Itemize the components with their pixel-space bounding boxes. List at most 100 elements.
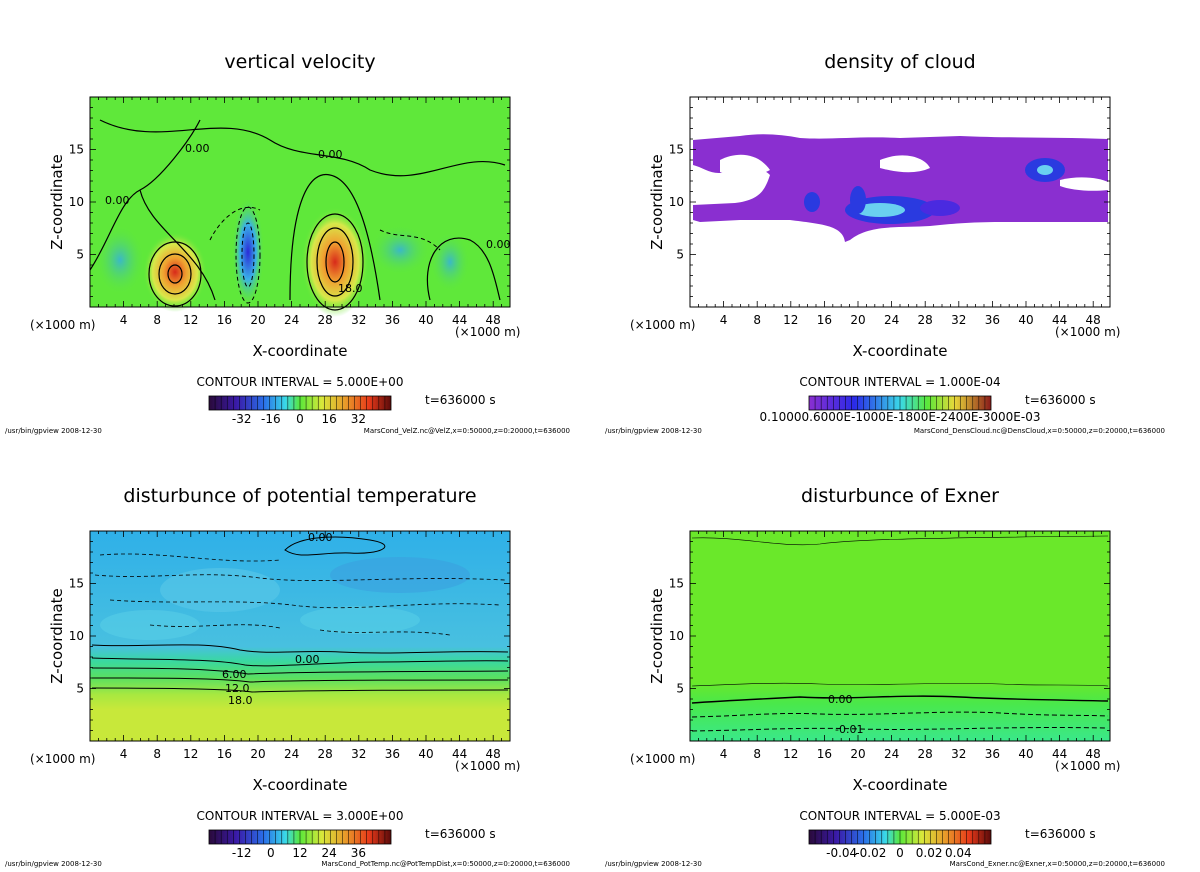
contour-label: 0.00 — [486, 238, 511, 251]
contour-interval-label: CONTOUR INTERVAL = 1.000E-04 — [799, 375, 1000, 389]
contour-interval-label: CONTOUR INTERVAL = 3.000E+00 — [197, 809, 404, 823]
x-tick-label: 48 — [1086, 747, 1101, 761]
y-axis-title: Z-coordinate — [648, 588, 666, 683]
footer-right: MarsCond_PotTemp.nc@PotTempDist,x=0:5000… — [321, 860, 570, 868]
x-tick-label: 40 — [418, 747, 433, 761]
y-tick-label: 15 — [69, 577, 84, 591]
panel-density-of-cloud: density of cloud 4 8 12 16 20 24 28 32 36 40 44 48 … — [605, 51, 1165, 435]
x-tick-label: 40 — [1018, 313, 1033, 327]
colorbar-tick-label: 36 — [351, 846, 366, 860]
colorbar-tick-label: 0 — [896, 846, 904, 860]
colorbar-tick-label: 16 — [322, 412, 337, 426]
panel-exner: disturbunce of Exner 0.00 -0.01 4 8 12 16 20… — [605, 485, 1165, 868]
x-tick-label: 20 — [250, 747, 265, 761]
panel-vertical-velocity: vertical velocity — [5, 51, 570, 435]
x-unit-label-right: (×1000 m) — [1055, 759, 1120, 773]
x-tick-label: 36 — [385, 313, 400, 327]
plot-area — [689, 96, 1111, 308]
colorbar-ticks: -0.04-0.02 0 0.02 0.04 — [826, 846, 972, 860]
colorbar-tick-label: -16 — [261, 412, 281, 426]
time-label: t=636000 s — [425, 827, 496, 841]
x-tick-label: 48 — [1086, 313, 1101, 327]
x-tick-label: 20 — [850, 313, 865, 327]
x-tick-label: 8 — [753, 313, 761, 327]
x-tick-label: 20 — [250, 313, 265, 327]
x-tick-label: 12 — [783, 313, 798, 327]
time-label: t=636000 s — [1025, 393, 1096, 407]
y-axis-ticks: 5 10 15 — [69, 107, 510, 297]
x-tick-label: 48 — [486, 313, 501, 327]
x-tick-label: 32 — [351, 747, 366, 761]
contour-label: 0.00 — [185, 142, 210, 155]
contour-interval-label: CONTOUR INTERVAL = 5.000E-03 — [799, 809, 1000, 823]
y-tick-label: 10 — [669, 195, 684, 209]
x-tick-label: 4 — [720, 313, 728, 327]
x-tick-label: 4 — [720, 747, 728, 761]
x-tick-label: 44 — [452, 747, 467, 761]
x-unit-label-right: (×1000 m) — [455, 759, 520, 773]
y-axis-title: Z-coordinate — [48, 588, 66, 683]
x-tick-label: 4 — [120, 747, 128, 761]
x-tick-label: 12 — [183, 313, 198, 327]
contour-interval-label: CONTOUR INTERVAL = 5.000E+00 — [197, 375, 404, 389]
y-axis-ticks: 5 10 15 — [669, 541, 1110, 731]
x-tick-label: 44 — [1052, 747, 1067, 761]
panel-potential-temperature: disturbunce of potential temperature — [5, 485, 570, 868]
colorbar-tick-label: 32 — [351, 412, 366, 426]
colorbar-tick-label: 0 — [296, 412, 304, 426]
x-tick-label: 32 — [351, 313, 366, 327]
y-tick-label: 5 — [676, 682, 684, 696]
x-unit-label-left: (×1000 m) — [630, 318, 695, 332]
x-tick-label: 48 — [486, 747, 501, 761]
contour-label: -0.01 — [835, 723, 863, 736]
colorbar-tick-label: -12 — [232, 846, 252, 860]
chart-title: density of cloud — [824, 51, 976, 73]
chart-title: disturbunce of potential temperature — [123, 485, 476, 507]
contour-label: 0.00 — [828, 693, 853, 706]
colorbar-tick-label: -0.02 — [855, 846, 886, 860]
colorbar-tick-label: -32 — [232, 412, 252, 426]
y-tick-label: 15 — [669, 143, 684, 157]
x-tick-label: 16 — [217, 747, 232, 761]
y-tick-label: 15 — [669, 577, 684, 591]
x-unit-label-right: (×1000 m) — [455, 325, 520, 339]
y-tick-label: 5 — [676, 248, 684, 262]
y-axis-ticks: 5 10 15 — [669, 107, 1110, 297]
contour-label: 12.0 — [225, 682, 250, 695]
x-tick-label: 24 — [884, 313, 899, 327]
x-tick-label: 40 — [418, 313, 433, 327]
x-tick-label: 16 — [217, 313, 232, 327]
footer-left: /usr/bin/gpview 2008-12-30 — [5, 427, 102, 435]
colorbar-tick-label: -0.04 — [826, 846, 857, 860]
x-unit-label-right: (×1000 m) — [1055, 325, 1120, 339]
x-tick-label: 8 — [153, 313, 161, 327]
x-axis-ticks: 4 8 12 16 20 24 28 32 36 40 44 48 — [98, 97, 503, 327]
colorbar-tick-label: 0.10000.6000E-1000E-1800E-2400E-3000E-03 — [760, 410, 1041, 424]
x-tick-label: 8 — [753, 747, 761, 761]
x-axis-title: X-coordinate — [853, 776, 948, 794]
x-axis-ticks: 4 8 12 16 20 24 28 32 36 40 44 48 — [698, 531, 1102, 761]
x-axis-title: X-coordinate — [253, 776, 348, 794]
x-tick-label: 28 — [918, 747, 933, 761]
x-tick-label: 8 — [153, 747, 161, 761]
x-tick-label: 32 — [951, 313, 966, 327]
footer-left: /usr/bin/gpview 2008-12-30 — [605, 860, 702, 868]
colorbar-ticks: -12 0 12 24 36 — [232, 846, 366, 860]
plot-area: 0.00 0.00 0.00 0.00 18.0 — [89, 96, 511, 317]
x-tick-label: 24 — [284, 313, 299, 327]
x-unit-label-left: (×1000 m) — [630, 752, 695, 766]
plot-area: 0.00 0.00 6.00 12.0 18.0 — [89, 530, 511, 742]
colorbar-tick-label: 0.04 — [945, 846, 972, 860]
time-label: t=636000 s — [425, 393, 496, 407]
x-axis-title: X-coordinate — [853, 342, 948, 360]
y-tick-label: 10 — [69, 629, 84, 643]
y-tick-label: 10 — [69, 195, 84, 209]
x-tick-label: 12 — [183, 747, 198, 761]
chart-title: vertical velocity — [224, 51, 375, 73]
contour-label: 6.00 — [222, 668, 247, 681]
contour-label: 18.0 — [338, 282, 363, 295]
x-tick-label: 36 — [985, 747, 1000, 761]
contour-label: 0.00 — [105, 194, 130, 207]
x-tick-label: 28 — [318, 313, 333, 327]
